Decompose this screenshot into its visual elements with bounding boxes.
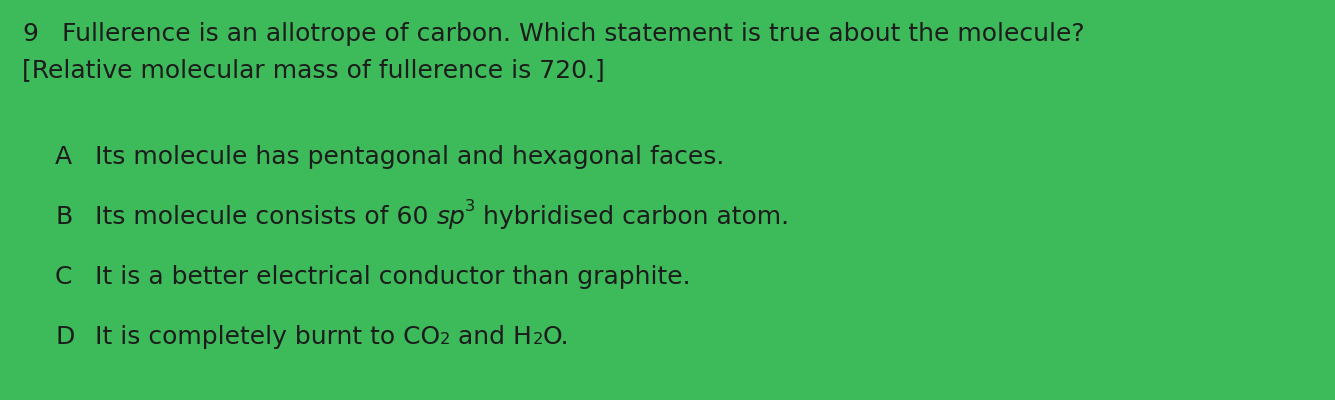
Text: B: B	[55, 205, 72, 229]
Text: It is completely burnt to CO: It is completely burnt to CO	[95, 325, 441, 349]
Text: [Relative molecular mass of fullerence is 720.]: [Relative molecular mass of fullerence i…	[21, 58, 605, 82]
Text: Its molecule consists of 60: Its molecule consists of 60	[95, 205, 437, 229]
Text: It is a better electrical conductor than graphite.: It is a better electrical conductor than…	[95, 265, 690, 289]
Text: 2: 2	[441, 332, 450, 347]
Text: Its molecule has pentagonal and hexagonal faces.: Its molecule has pentagonal and hexagona…	[95, 145, 725, 169]
Text: Fullerence is an allotrope of carbon. Which statement is true about the molecule: Fullerence is an allotrope of carbon. Wh…	[61, 22, 1084, 46]
Text: C: C	[55, 265, 72, 289]
Text: D: D	[55, 325, 75, 349]
Text: A: A	[55, 145, 72, 169]
Text: 9: 9	[21, 22, 37, 46]
Text: and H: and H	[450, 325, 533, 349]
Text: 3: 3	[466, 199, 475, 214]
Text: 2: 2	[533, 332, 543, 347]
Text: sp: sp	[437, 205, 466, 229]
Text: hybridised carbon atom.: hybridised carbon atom.	[475, 205, 789, 229]
Text: O.: O.	[543, 325, 569, 349]
